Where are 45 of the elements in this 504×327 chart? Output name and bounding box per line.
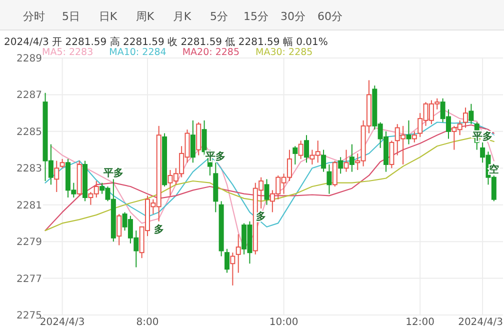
x-tick-label: 10:00 <box>269 317 298 327</box>
annotation: 多 <box>154 223 164 236</box>
chart-subtitle: 2024/4/3 开 2281.59 高 2281.59 收 2281.59 低 2281.59 幅 0.01% <box>4 36 328 48</box>
text: MA30: 2285 <box>256 47 313 58</box>
x-tick-label: 2024/4/3 <box>40 317 85 327</box>
annotation: 平多 <box>204 150 226 163</box>
candlestick <box>54 160 60 193</box>
text: 月K <box>172 10 192 23</box>
annotation: 平多 <box>102 167 124 180</box>
x-tick-label: 8:00 <box>136 317 159 327</box>
y-tick-label: 2283 <box>16 164 42 175</box>
text: 60分 <box>318 10 342 23</box>
y-tick-label: 2287 <box>16 90 42 102</box>
y-tick-label: 2289 <box>16 54 42 64</box>
candlestick <box>213 162 218 213</box>
text: MA10: 2284 <box>109 47 166 58</box>
candlestick <box>264 178 270 206</box>
y-tick-label: 2285 <box>16 126 42 138</box>
y-tick-label: 2277 <box>16 274 42 285</box>
text: 5日 <box>62 10 80 23</box>
text: MA5: 2283 <box>42 47 94 58</box>
text: 30分 <box>280 10 306 23</box>
candlestick <box>236 234 241 274</box>
candlestick <box>326 164 332 194</box>
x-tick-label: 2024/4/3 <box>458 317 503 327</box>
candlestick <box>218 200 224 257</box>
candlestick <box>190 120 196 164</box>
y-tick-label: 2275 <box>16 310 42 322</box>
candlestick <box>321 149 326 172</box>
candlestick <box>344 149 349 172</box>
y-tick-label: 2281 <box>16 200 42 212</box>
text: MA20: 2285 <box>182 47 240 58</box>
candlestick <box>349 144 354 172</box>
candlestick <box>406 120 412 145</box>
x-tick-label: 12:00 <box>406 317 434 327</box>
text: 周K <box>136 10 155 23</box>
candlestick <box>338 156 344 174</box>
text: 分时 <box>23 10 45 23</box>
candlestick <box>463 107 468 128</box>
text: 日K <box>98 10 118 23</box>
y-tick-label: 2279 <box>16 237 42 248</box>
candlestick <box>304 134 310 164</box>
text: 5分 <box>210 10 228 23</box>
candlestick <box>230 252 236 286</box>
text: 15分 <box>244 10 268 23</box>
